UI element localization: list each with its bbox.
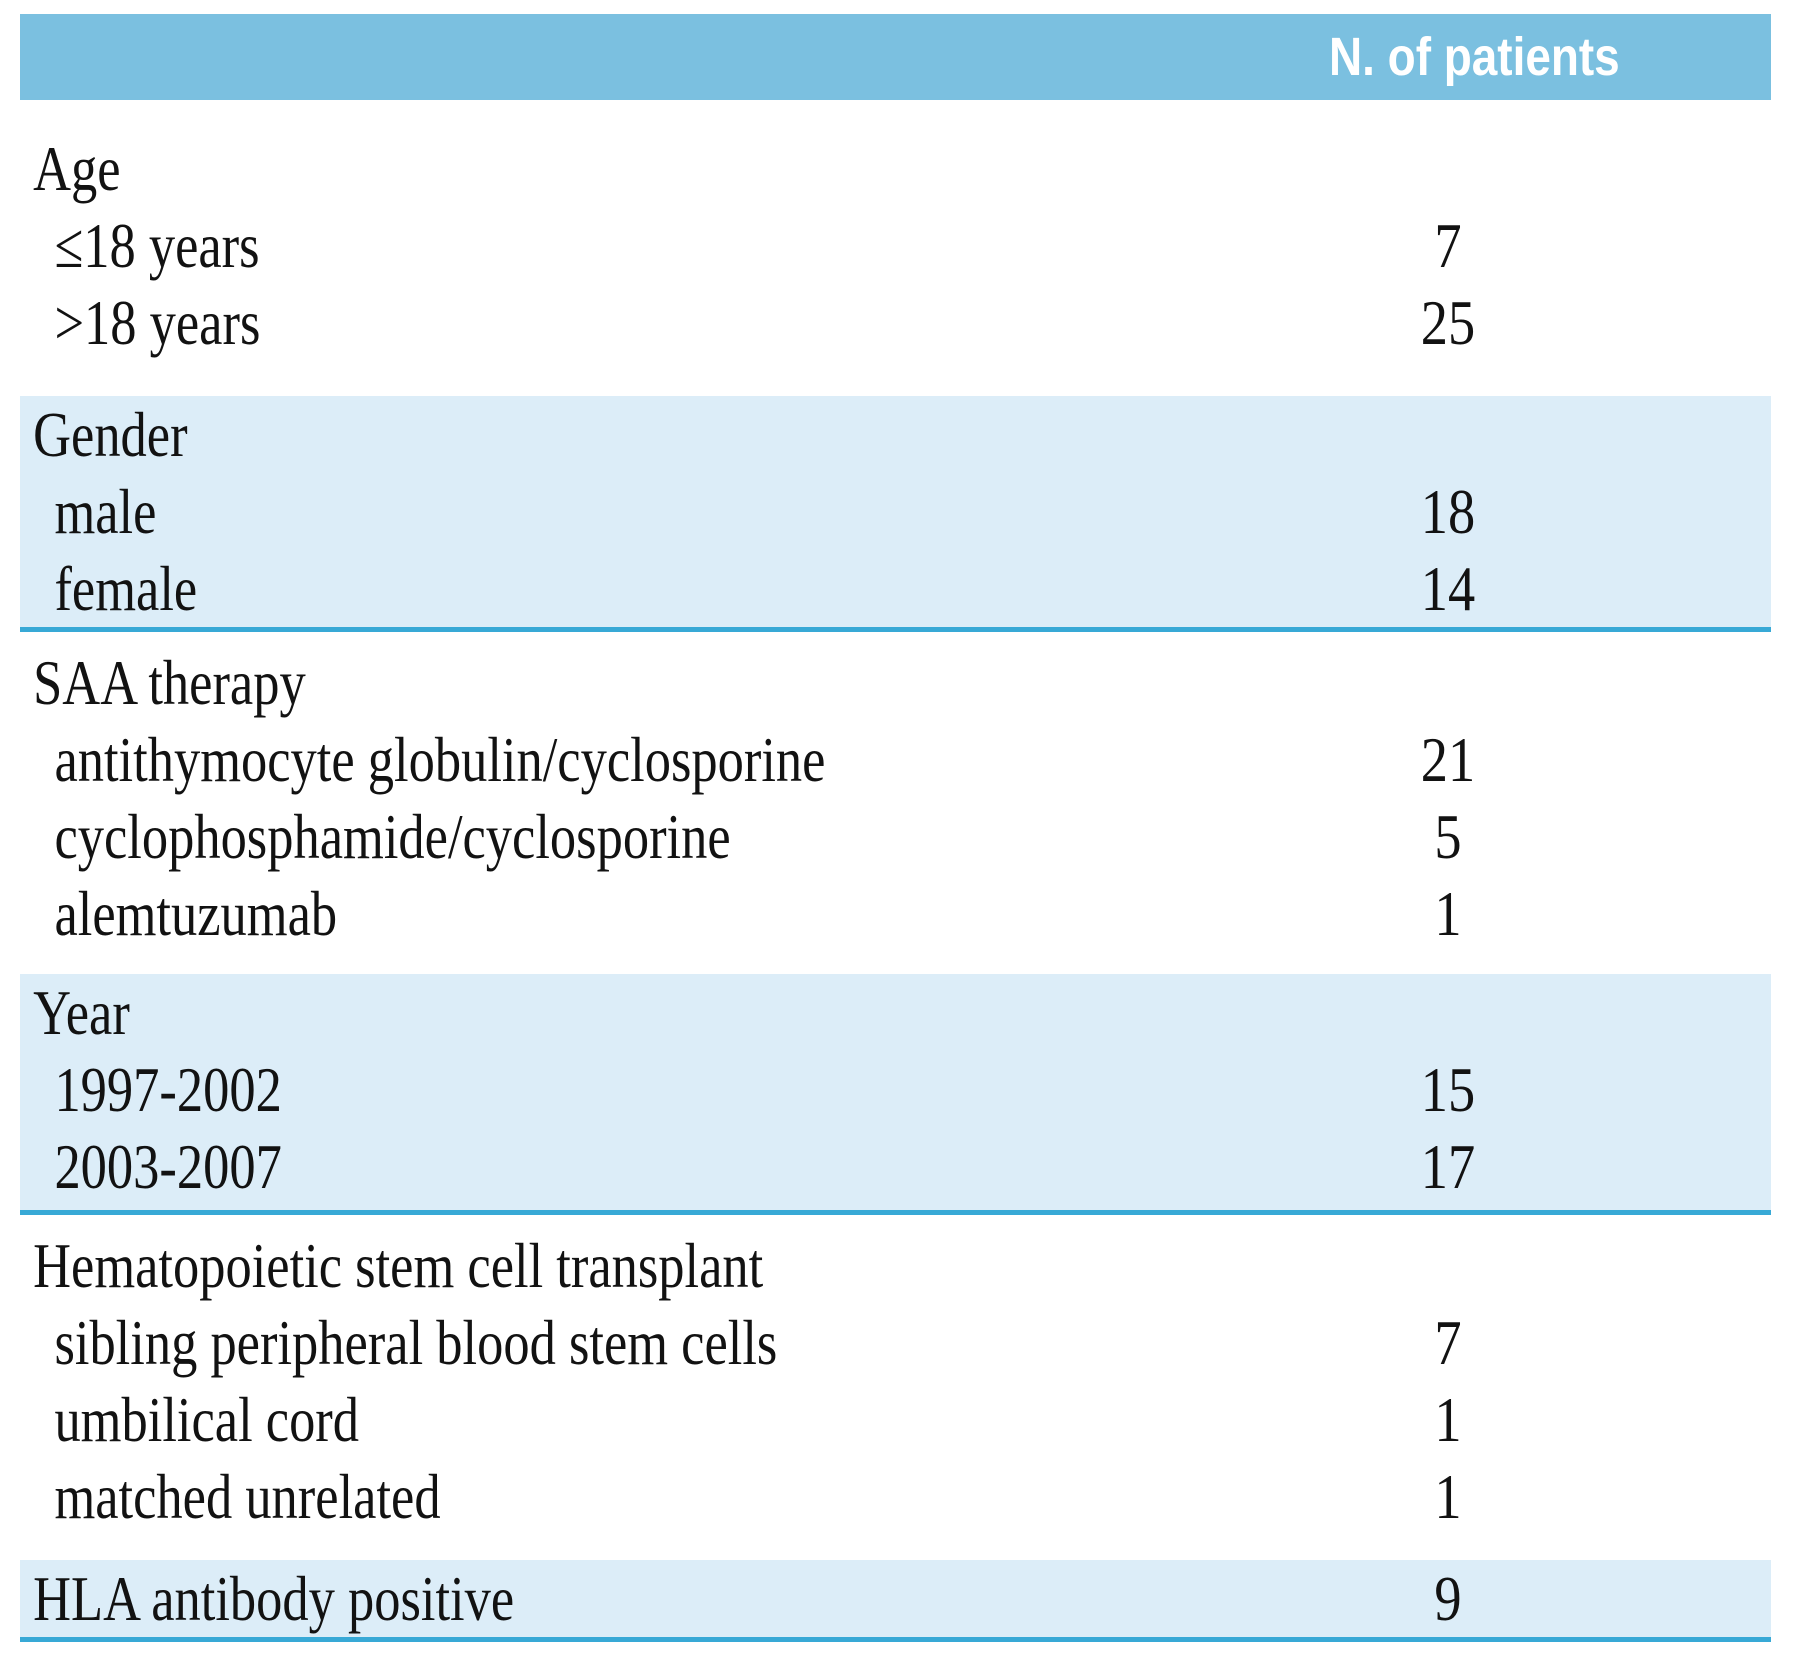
table-row: matched unrelated 1	[20, 1458, 1771, 1535]
row-label: male	[54, 476, 157, 547]
table-row: SAA therapy	[20, 644, 1771, 721]
section-title: Age	[33, 133, 121, 204]
section-year: Year 1997-2002 15 2003-2007 17	[20, 974, 1771, 1215]
row-value: 1	[1434, 1461, 1462, 1532]
row-label: alemtuzumab	[54, 878, 338, 949]
row-label: female	[54, 553, 198, 624]
section-saa-therapy: SAA therapy antithymocyte globulin/cyclo…	[20, 632, 1771, 974]
table-row: >18 years 25	[20, 284, 1771, 361]
row-value: 25	[1420, 287, 1476, 358]
row-value: 7	[1434, 210, 1462, 281]
section-hsct: Hematopoietic stem cell transplant sibli…	[20, 1215, 1771, 1560]
row-label: 2003-2007	[54, 1131, 282, 1202]
table-row: Age	[20, 130, 1771, 207]
section-gender: Gender male 18 female 14	[20, 396, 1771, 632]
row-label: >18 years	[54, 287, 261, 358]
table-row: HLA antibody positive 9	[20, 1560, 1771, 1637]
table-row: alemtuzumab 1	[20, 875, 1771, 952]
row-value: 9	[1434, 1563, 1462, 1634]
row-label: 1997-2002	[54, 1054, 282, 1125]
row-label: matched unrelated	[54, 1461, 441, 1532]
section-title: Hematopoietic stem cell transplant	[33, 1230, 764, 1301]
section-hla: HLA antibody positive 9	[20, 1560, 1771, 1642]
row-value: 7	[1434, 1307, 1462, 1378]
row-value: 21	[1420, 724, 1476, 795]
table-row: cyclophosphamide/cyclosporine 5	[20, 798, 1771, 875]
row-label: ≤18 years	[54, 210, 260, 281]
row-label: umbilical cord	[54, 1384, 360, 1455]
row-value: 1	[1434, 1384, 1462, 1455]
table-row: Year	[20, 974, 1771, 1051]
table-row: sibling peripheral blood stem cells 7	[20, 1304, 1771, 1381]
row-value: 15	[1420, 1054, 1476, 1125]
section-title: HLA antibody positive	[33, 1563, 515, 1634]
row-label: sibling peripheral blood stem cells	[54, 1307, 778, 1378]
table-row: Hematopoietic stem cell transplant	[20, 1227, 1771, 1304]
patient-characteristics-table: N. of patients Age ≤18 years 7 >18 years…	[20, 14, 1771, 1642]
row-value: 17	[1420, 1131, 1476, 1202]
row-value: 1	[1434, 878, 1462, 949]
table-row: female 14	[20, 550, 1771, 627]
table-row: antithymocyte globulin/cyclosporine 21	[20, 721, 1771, 798]
section-title: Gender	[33, 399, 188, 470]
table-row: umbilical cord 1	[20, 1381, 1771, 1458]
table-row: male 18	[20, 473, 1771, 550]
table-row: 2003-2007 17	[20, 1128, 1771, 1205]
section-age: Age ≤18 years 7 >18 years 25	[20, 100, 1771, 396]
row-value: 18	[1420, 476, 1476, 547]
row-label: cyclophosphamide/cyclosporine	[54, 801, 731, 872]
table-header-band: N. of patients	[20, 14, 1771, 100]
section-title: SAA therapy	[33, 647, 306, 718]
row-value: 5	[1434, 801, 1462, 872]
section-title: Year	[33, 977, 130, 1048]
table-row: ≤18 years 7	[20, 207, 1771, 284]
table-row: Gender	[20, 396, 1771, 473]
row-value: 14	[1420, 553, 1476, 624]
row-label: antithymocyte globulin/cyclosporine	[54, 724, 826, 795]
patients-column-header: N. of patients	[1329, 27, 1620, 87]
table-row: 1997-2002 15	[20, 1051, 1771, 1128]
